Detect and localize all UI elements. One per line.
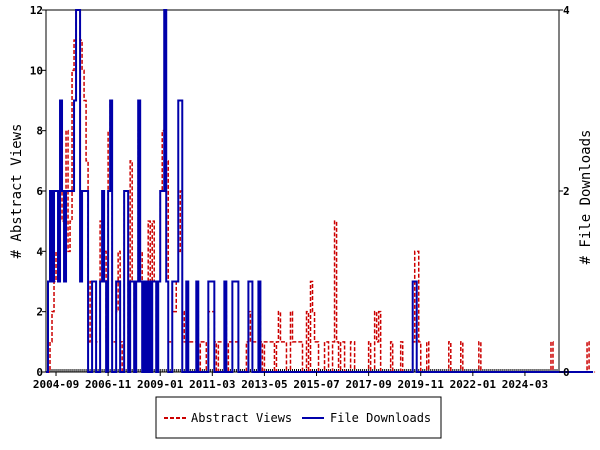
y-left-axis-title: # Abstract Views <box>9 124 25 259</box>
x-tick-label: 2024-03 <box>502 378 548 391</box>
x-tick-label: 2004-09 <box>33 378 79 391</box>
legend-label-file-downloads: File Downloads <box>330 411 431 425</box>
y-left-axis: 0 2 4 6 8 10 12 <box>30 4 46 379</box>
y-left-tick-label: 8 <box>36 125 43 138</box>
series-line-file-downloads <box>46 9 594 373</box>
y-right-tick-label: 0 <box>563 366 570 379</box>
y-left-tick-label: 10 <box>30 64 43 77</box>
x-tick-label: 2011-03 <box>189 378 235 391</box>
y-right-axis-title: # File Downloads <box>578 130 594 265</box>
x-tick-label: 2013-05 <box>241 378 287 391</box>
y-left-tick-label: 4 <box>36 245 43 258</box>
legend: Abstract Views File Downloads <box>155 396 442 439</box>
y-right-axis: 0 2 4 <box>559 4 570 379</box>
x-tick-label: 2009-01 <box>137 378 184 391</box>
plot-area <box>45 9 560 373</box>
x-tick-label: 2006-11 <box>85 378 132 391</box>
y-left-tick-label: 6 <box>36 185 43 198</box>
y-left-tick-label: 12 <box>30 4 43 17</box>
y-right-tick-label: 4 <box>563 4 570 17</box>
y-left-tick-label: 0 <box>36 366 43 379</box>
x-tick-label: 2015-07 <box>293 378 339 391</box>
legend-box <box>155 396 442 439</box>
y-right-tick-label: 2 <box>563 185 570 198</box>
x-tick-label: 2019-11 <box>398 378 445 391</box>
x-tick-label: 2017-09 <box>345 378 391 391</box>
y-left-tick-label: 2 <box>36 306 43 319</box>
legend-label-abstract-views: Abstract Views <box>191 411 292 425</box>
x-tick-label: 2022-01 <box>450 378 497 391</box>
x-axis: 2004-09 2006-11 2009-01 2011-03 2013-05 2015-… <box>33 372 548 391</box>
